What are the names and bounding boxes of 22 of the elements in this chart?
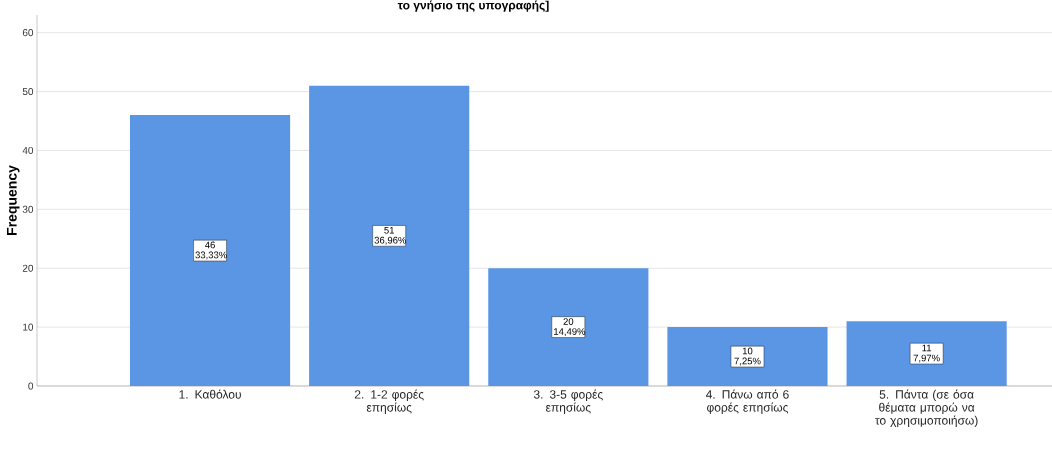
chart-title: το γνήσιο της υπογραφής]	[397, 0, 549, 12]
data-label: 11 7,97%	[913, 344, 940, 363]
y-axis-title: Frequency	[6, 165, 20, 235]
y-tick-label: 0	[28, 382, 34, 390]
x-tick-label: 3. 3-5 φορές επησίως	[533, 389, 603, 415]
bar	[846, 321, 1007, 386]
y-tick-label: 30	[22, 205, 34, 213]
y-tick-label: 40	[22, 146, 34, 154]
data-label: 51 36,96%	[374, 226, 407, 245]
bar	[488, 268, 649, 386]
y-tick-label: 10	[23, 323, 34, 331]
data-label: 10 7,25%	[734, 347, 761, 366]
x-tick-label: 2. 1-2 φορές επησίως	[354, 389, 424, 415]
y-tick-label: 20	[22, 264, 34, 272]
bar	[667, 327, 828, 386]
bar	[309, 85, 470, 386]
x-tick-label: 5. Πάντα (σε όσα θέματα μπορώ να το χρησιμοποιήσω)	[875, 389, 978, 428]
bar	[129, 115, 291, 386]
x-tick-label: 4. Πάνω από 6 φορές επησίως	[705, 389, 789, 415]
x-tick-label: 1. Καθόλου	[179, 389, 241, 399]
y-tick-label: 50	[22, 88, 34, 96]
y-tick-label: 60	[22, 29, 34, 37]
